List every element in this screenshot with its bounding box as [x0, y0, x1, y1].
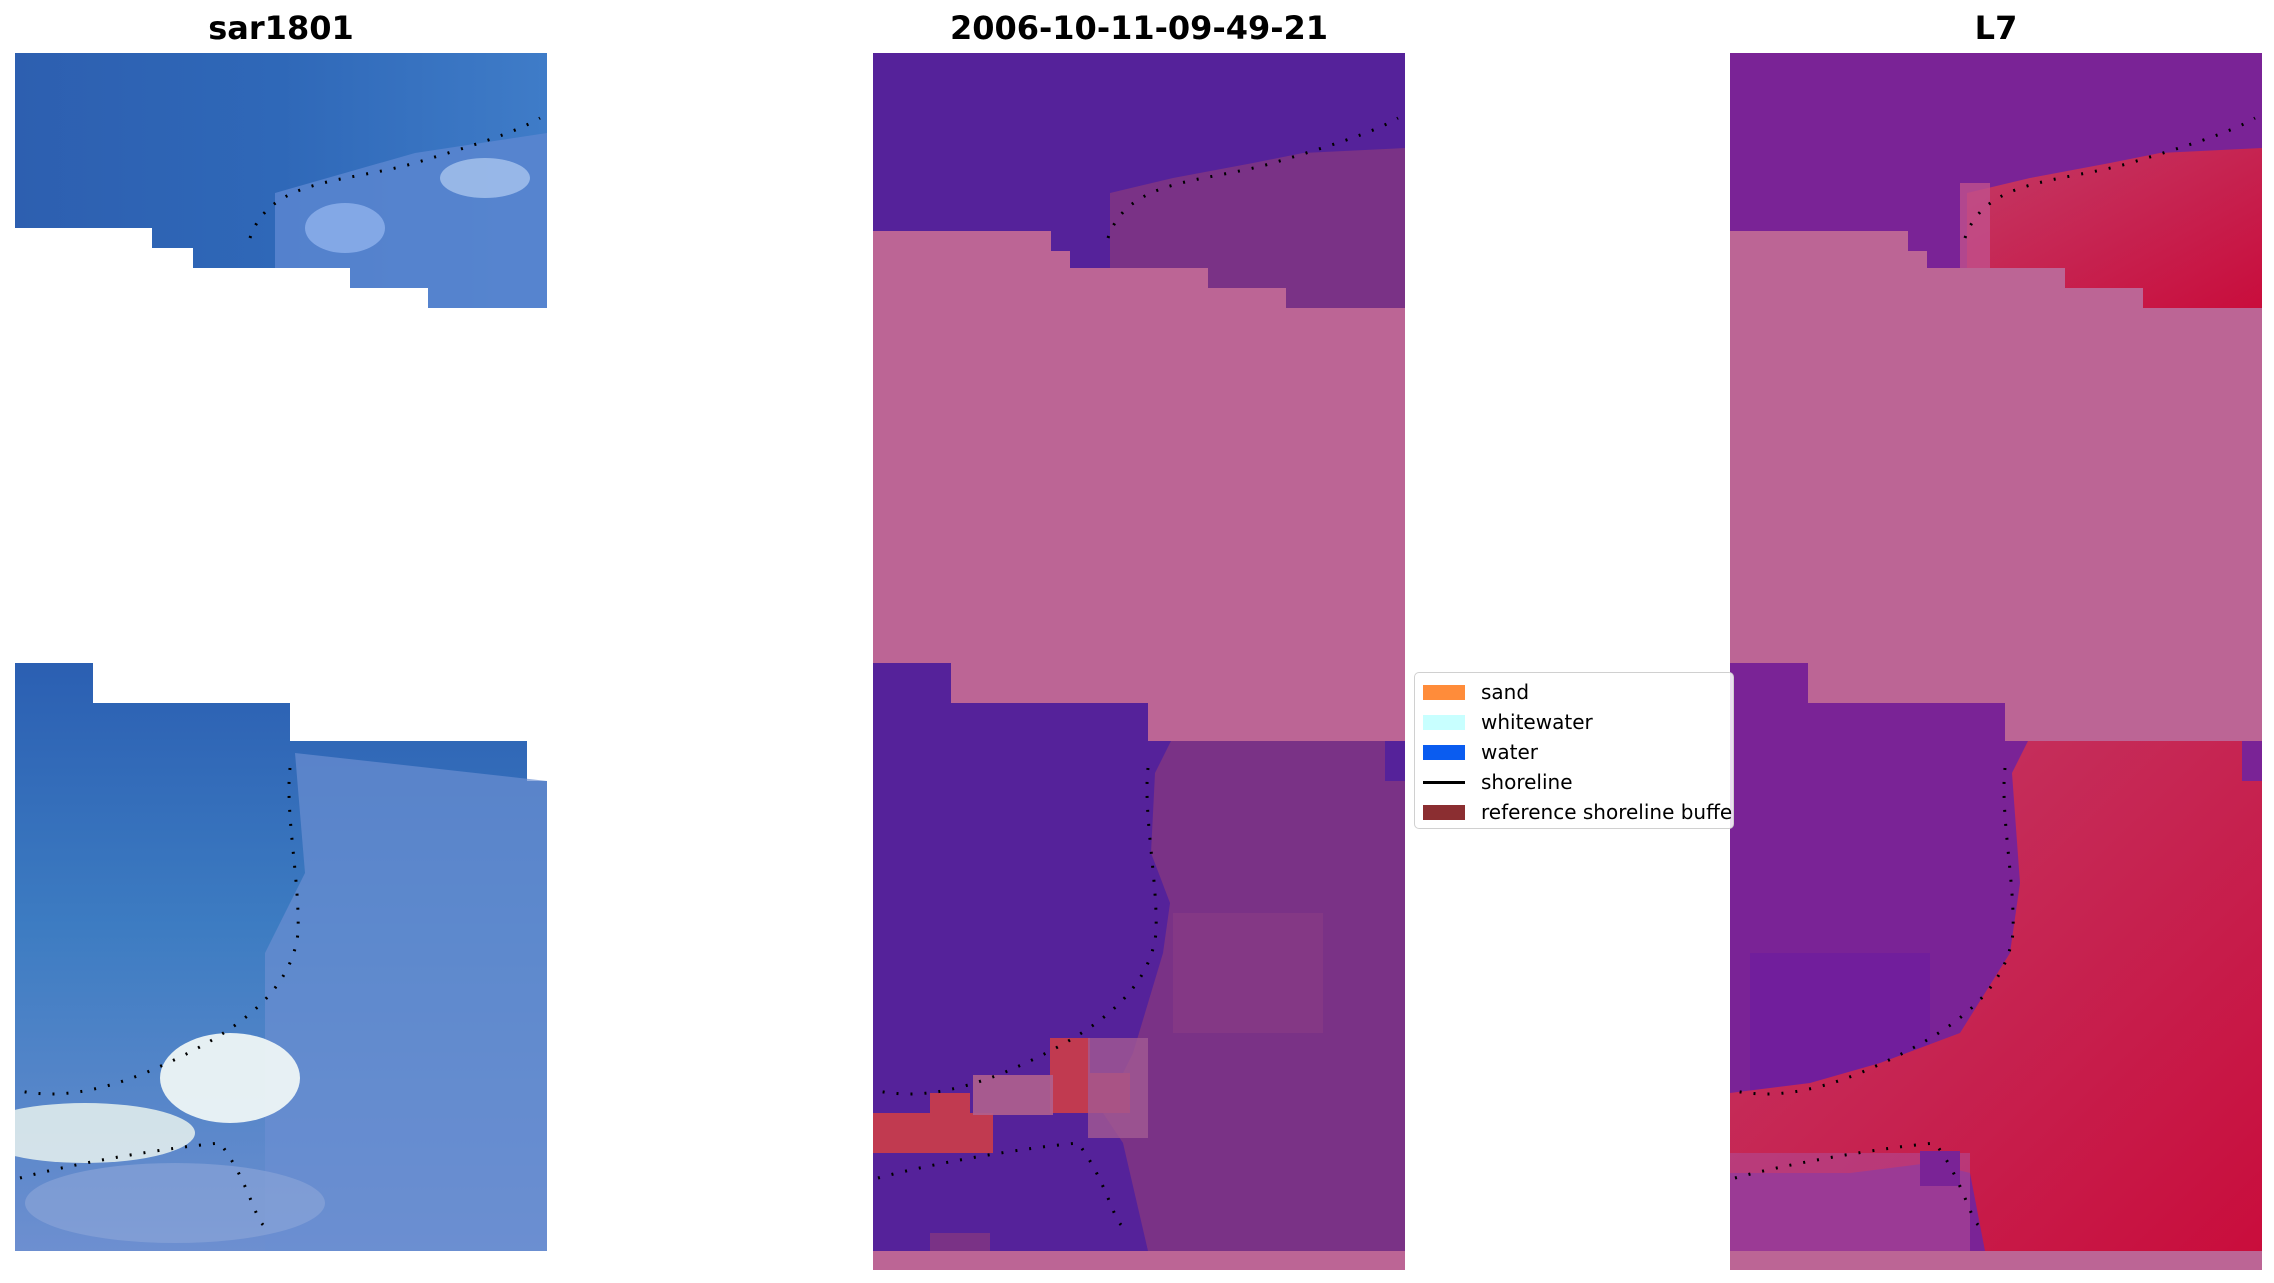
legend-label: whitewater [1481, 710, 1593, 734]
legend-swatch-reference-buffer [1423, 804, 1465, 820]
rgb-image-panel [15, 53, 547, 1270]
legend-item-whitewater: whitewater [1423, 710, 1593, 734]
shoreline [1734, 767, 2015, 1096]
shoreline [877, 767, 1158, 1096]
classified-image-panel [873, 53, 1405, 1270]
panel-title-classified: 2006-10-11-09-49-21 [949, 9, 1329, 47]
no-data-top [1730, 231, 2262, 663]
panel-title-rgb: sar1801 [208, 9, 354, 47]
no-data-top [873, 231, 1405, 663]
legend-label: sand [1481, 680, 1530, 704]
legend-swatch-sand [1423, 684, 1465, 700]
shoreline [19, 767, 300, 1096]
legend-item-water: water [1423, 740, 1538, 764]
mndwi-land-bottom [1730, 741, 2262, 1251]
legend-label: water [1481, 740, 1538, 764]
panel-title-mndwi: L7 [1974, 9, 2018, 47]
class-land-top [1110, 148, 1405, 308]
mndwi-land-top [1967, 148, 2262, 308]
shoreline [248, 116, 541, 239]
legend-label: reference shoreline buffer [1481, 800, 1734, 824]
legend: sand whitewater water shoreline referenc… [1414, 672, 1734, 829]
legend-item-reference-buffer: reference shoreline buffer [1423, 800, 1734, 824]
rgb-image [15, 53, 547, 1251]
legend-label: shoreline [1481, 770, 1573, 794]
mndwi-image [1730, 53, 2262, 1270]
class-sand-red [873, 1113, 993, 1153]
classified-image [873, 53, 1405, 1270]
shoreline [1106, 116, 1399, 239]
legend-swatch-water [1423, 744, 1465, 760]
legend-swatch-whitewater [1423, 714, 1465, 730]
legend-line-shoreline [1423, 780, 1465, 784]
legend-item-shoreline: shoreline [1423, 770, 1573, 794]
mndwi-image-panel [1730, 53, 2262, 1270]
legend-item-sand: sand [1423, 680, 1529, 704]
shoreline [1963, 116, 2256, 239]
rgb-bottom-shallow [265, 753, 547, 1251]
